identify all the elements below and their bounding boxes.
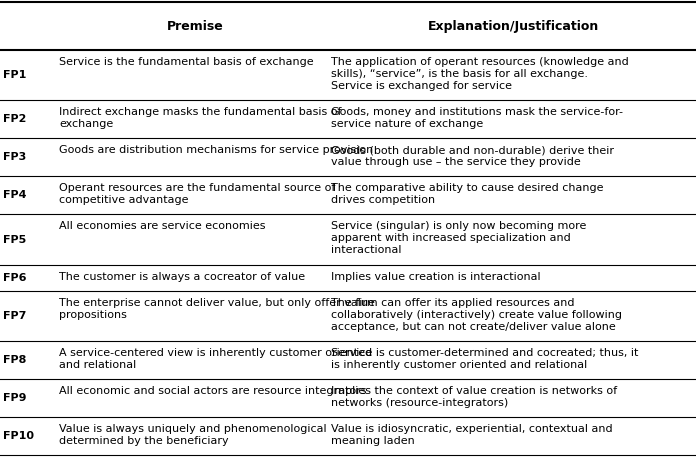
Text: FP1: FP1: [3, 70, 27, 80]
Text: FP8: FP8: [3, 355, 27, 365]
Text: Value is idiosyncratic, experiential, contextual and
meaning laden: Value is idiosyncratic, experiential, co…: [331, 424, 612, 446]
Text: Service is customer-determined and cocreated; thus, it
is inherently customer or: Service is customer-determined and cocre…: [331, 348, 638, 370]
Text: Goods are distribution mechanisms for service provision: Goods are distribution mechanisms for se…: [59, 145, 374, 155]
Text: FP3: FP3: [3, 153, 26, 162]
Text: FP5: FP5: [3, 234, 26, 244]
Text: The customer is always a cocreator of value: The customer is always a cocreator of va…: [59, 271, 306, 282]
Text: Explanation/Justification: Explanation/Justification: [427, 20, 599, 33]
Text: FP2: FP2: [3, 114, 27, 124]
Text: Operant resources are the fundamental source of
competitive advantage: Operant resources are the fundamental so…: [59, 183, 335, 206]
Text: FP4: FP4: [3, 191, 27, 201]
Text: The comparative ability to cause desired change
drives competition: The comparative ability to cause desired…: [331, 183, 603, 206]
Text: Service (singular) is only now becoming more
apparent with increased specializat: Service (singular) is only now becoming …: [331, 222, 586, 255]
Text: Implies the context of value creation is networks of
networks (resource-integrat: Implies the context of value creation is…: [331, 386, 617, 408]
Text: The application of operant resources (knowledge and
skills), “service”, is the b: The application of operant resources (kn…: [331, 57, 628, 91]
Text: Value is always uniquely and phenomenological
determined by the beneficiary: Value is always uniquely and phenomenolo…: [59, 424, 327, 446]
Text: Implies value creation is interactional: Implies value creation is interactional: [331, 271, 540, 282]
Text: FP6: FP6: [3, 272, 27, 282]
Text: All economic and social actors are resource integrators: All economic and social actors are resou…: [59, 386, 367, 396]
Text: FP7: FP7: [3, 311, 27, 320]
Text: Goods (both durable and non-durable) derive their
value through use – the servic: Goods (both durable and non-durable) der…: [331, 145, 614, 167]
Text: FP9: FP9: [3, 393, 27, 403]
Text: All economies are service economies: All economies are service economies: [59, 222, 266, 232]
Text: Indirect exchange masks the fundamental basis of
exchange: Indirect exchange masks the fundamental …: [59, 107, 342, 129]
Text: The enterprise cannot deliver value, but only offer value
propositions: The enterprise cannot deliver value, but…: [59, 298, 375, 319]
Text: Service is the fundamental basis of exchange: Service is the fundamental basis of exch…: [59, 57, 314, 67]
Text: Premise: Premise: [166, 20, 223, 33]
Text: A service-centered view is inherently customer oriented
and relational: A service-centered view is inherently cu…: [59, 348, 372, 370]
Text: Goods, money and institutions mask the service-for-
service nature of exchange: Goods, money and institutions mask the s…: [331, 107, 623, 129]
Text: The firm can offer its applied resources and
collaboratively (interactively) cre: The firm can offer its applied resources…: [331, 298, 622, 332]
Text: FP10: FP10: [3, 430, 35, 441]
